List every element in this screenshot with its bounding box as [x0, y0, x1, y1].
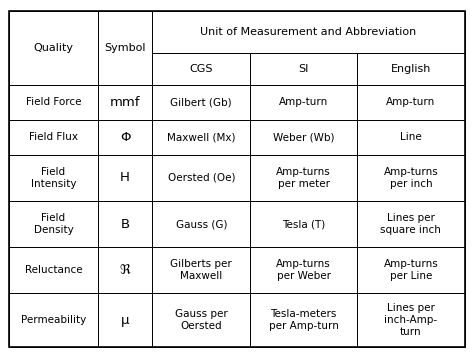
Bar: [98, 85, 153, 120]
Text: Weber (Wb): Weber (Wb): [273, 132, 335, 142]
Bar: [98, 155, 153, 201]
Bar: [250, 85, 357, 120]
Text: Reluctance: Reluctance: [25, 265, 82, 275]
Bar: [9, 85, 98, 120]
Text: Field Force: Field Force: [26, 97, 82, 107]
Bar: [357, 247, 465, 293]
Text: Symbol: Symbol: [104, 42, 146, 53]
Bar: [9, 155, 98, 201]
Text: Permeability: Permeability: [21, 315, 86, 325]
Bar: [357, 120, 465, 155]
Bar: [250, 201, 357, 247]
Bar: [357, 53, 465, 85]
Text: Φ: Φ: [120, 131, 130, 144]
Bar: [98, 201, 153, 247]
Text: Amp-turns
per meter: Amp-turns per meter: [276, 167, 331, 189]
Text: ℜ: ℜ: [119, 264, 130, 277]
Bar: [250, 120, 357, 155]
Bar: [357, 155, 465, 201]
Bar: [9, 201, 98, 247]
Text: Amp-turns
per Line: Amp-turns per Line: [383, 259, 438, 281]
Bar: [250, 247, 357, 293]
Bar: [250, 53, 357, 85]
Bar: [9, 11, 98, 85]
Bar: [250, 155, 357, 201]
Bar: [357, 293, 465, 347]
Text: Amp-turn: Amp-turn: [279, 97, 328, 107]
Bar: [153, 53, 250, 85]
Text: English: English: [391, 64, 431, 74]
Text: H: H: [120, 171, 130, 184]
Bar: [98, 11, 153, 85]
Text: Oersted (Oe): Oersted (Oe): [167, 173, 235, 183]
Text: Gilberts per
Maxwell: Gilberts per Maxwell: [170, 259, 232, 281]
Text: CGS: CGS: [190, 64, 213, 74]
Text: μ: μ: [121, 314, 129, 327]
Text: Field
Density: Field Density: [34, 213, 73, 235]
Bar: [9, 120, 98, 155]
Text: Field Flux: Field Flux: [29, 132, 78, 142]
Bar: [98, 120, 153, 155]
Bar: [9, 293, 98, 347]
Text: Gauss (G): Gauss (G): [175, 219, 227, 229]
Text: Amp-turns
per Weber: Amp-turns per Weber: [276, 259, 331, 281]
Text: Maxwell (Mx): Maxwell (Mx): [167, 132, 236, 142]
Text: Lines per
square inch: Lines per square inch: [381, 213, 441, 235]
Bar: [357, 85, 465, 120]
Text: Gauss per
Oersted: Gauss per Oersted: [175, 309, 228, 331]
Bar: [153, 247, 250, 293]
Bar: [153, 85, 250, 120]
Bar: [98, 293, 153, 347]
Text: Tesla (T): Tesla (T): [282, 219, 325, 229]
Text: Unit of Measurement and Abbreviation: Unit of Measurement and Abbreviation: [201, 27, 417, 37]
Bar: [153, 155, 250, 201]
Bar: [9, 247, 98, 293]
Text: Quality: Quality: [34, 42, 73, 53]
Text: Lines per
inch-Amp-
turn: Lines per inch-Amp- turn: [384, 303, 438, 337]
Text: SI: SI: [299, 64, 309, 74]
Bar: [153, 293, 250, 347]
Bar: [250, 293, 357, 347]
Text: Amp-turn: Amp-turn: [386, 97, 436, 107]
Bar: [153, 201, 250, 247]
Bar: [153, 120, 250, 155]
Text: Tesla-meters
per Amp-turn: Tesla-meters per Amp-turn: [269, 309, 338, 331]
Text: B: B: [120, 218, 129, 230]
Bar: [98, 247, 153, 293]
Text: Field
Intensity: Field Intensity: [31, 167, 76, 189]
Text: Line: Line: [400, 132, 422, 142]
Text: Gilbert (Gb): Gilbert (Gb): [171, 97, 232, 107]
Text: mmf: mmf: [110, 96, 140, 109]
Text: Amp-turns
per inch: Amp-turns per inch: [383, 167, 438, 189]
Bar: [357, 201, 465, 247]
Bar: [153, 11, 465, 53]
